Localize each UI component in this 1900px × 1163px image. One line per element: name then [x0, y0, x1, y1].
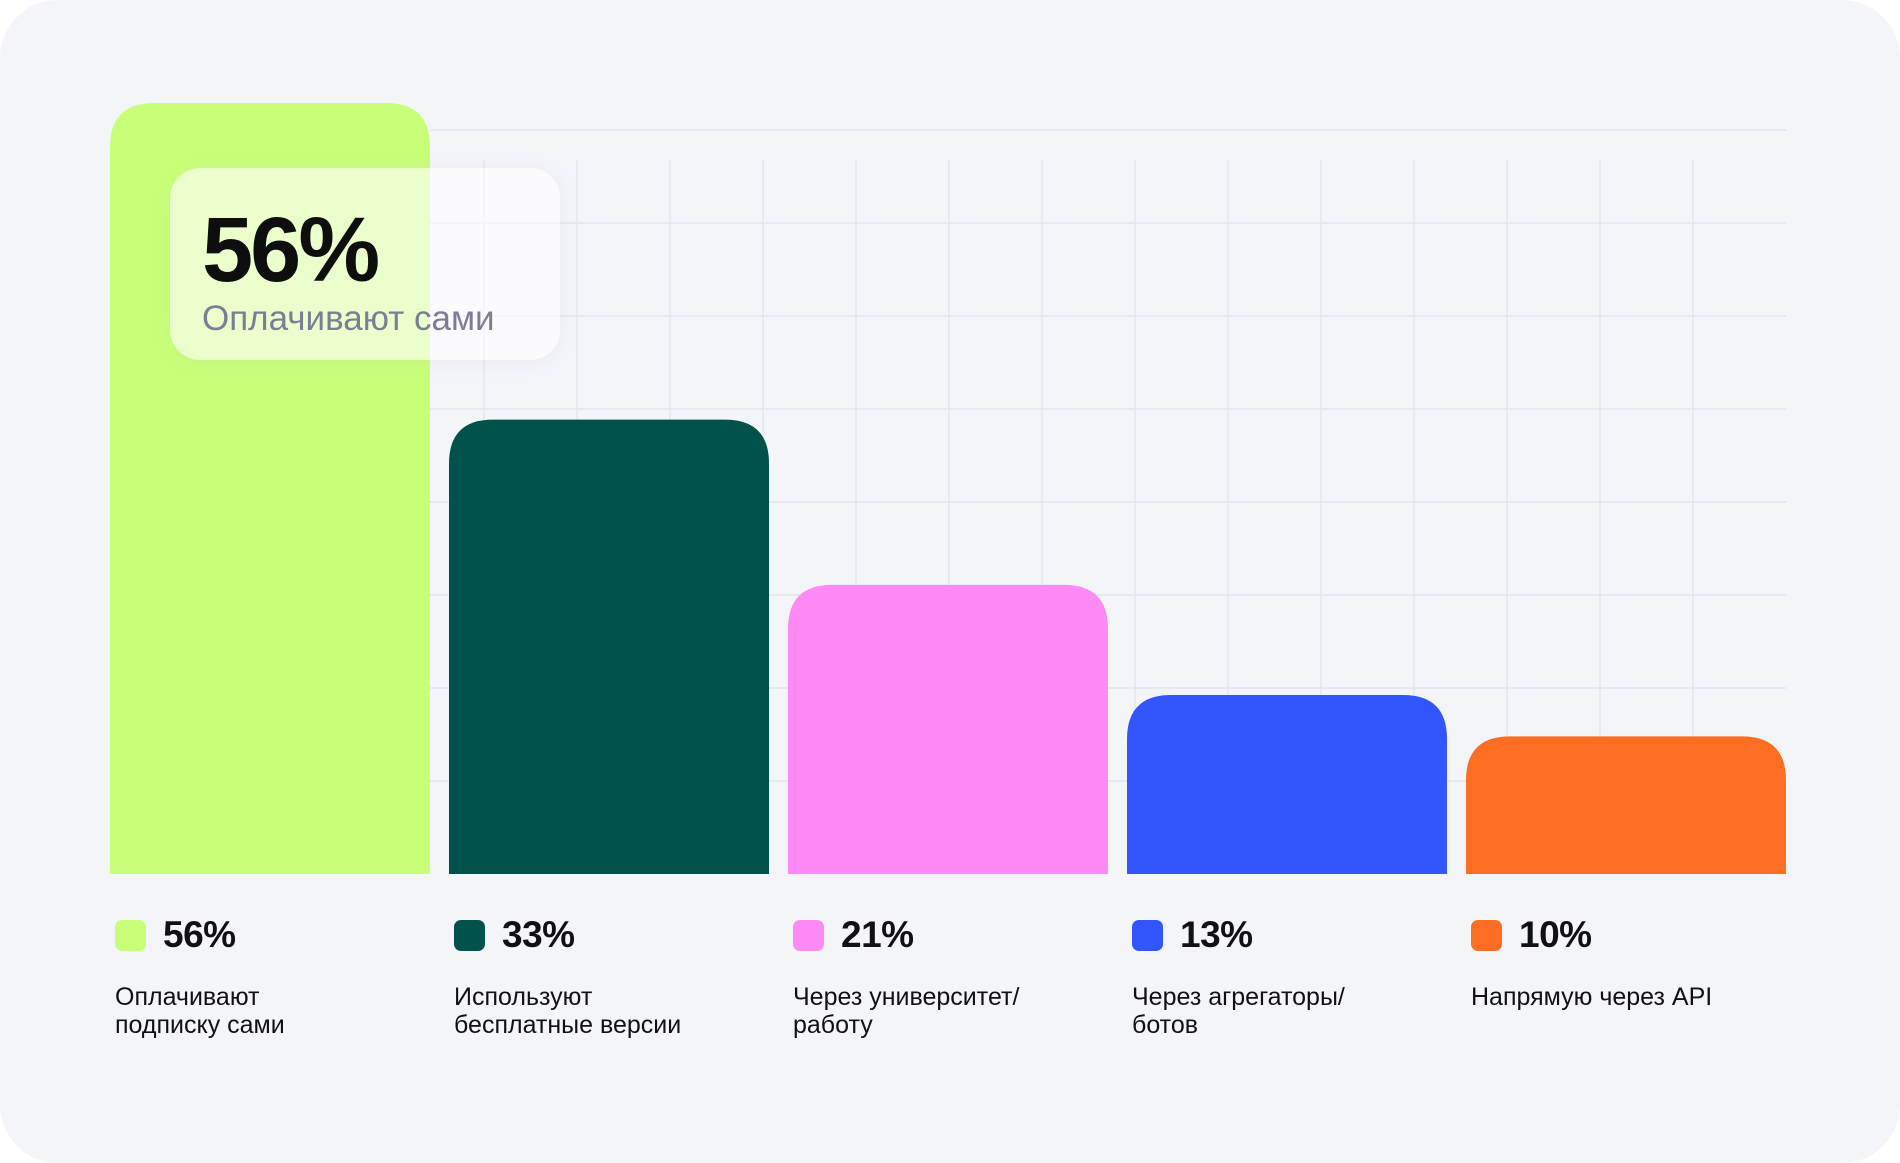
bar-5: [1466, 736, 1786, 874]
bar-4: [1127, 695, 1447, 874]
legend-item-5: 10% Напрямую через API: [1471, 914, 1801, 1011]
legend-swatch: [1471, 919, 1502, 951]
legend-label: Через университет/ работу: [793, 983, 1020, 1039]
legend-swatch: [115, 919, 146, 951]
legend-item-1: 56% Оплачивают подписку сами: [115, 914, 445, 1039]
legend-label: Используют бесплатные версии: [454, 983, 682, 1039]
legend-value: 56%: [163, 914, 236, 955]
callout-value: 56%: [202, 199, 380, 301]
legend-swatch: [793, 919, 824, 951]
legend-label: Через агрегаторы/ ботов: [1132, 983, 1345, 1039]
legend-item-3: 21% Через университет/ работу: [793, 914, 1123, 1039]
callout-label: Оплачивают сами: [202, 299, 495, 338]
highlight-callout: 56% Оплачивают сами: [170, 168, 560, 360]
legend-label: Оплачивают подписку сами: [115, 983, 285, 1039]
legend-value: 10%: [1519, 914, 1592, 955]
legend-value: 33%: [502, 914, 575, 955]
bar-2: [449, 419, 769, 874]
legend-swatch: [1132, 919, 1163, 951]
bar-3: [788, 584, 1108, 874]
legend-label: Напрямую через API: [1471, 983, 1713, 1011]
legend-item-2: 33% Используют бесплатные версии: [454, 914, 784, 1039]
legend-swatch: [454, 919, 485, 951]
legend-value: 13%: [1180, 914, 1253, 955]
legend-item-4: 13% Через агрегаторы/ ботов: [1132, 914, 1462, 1039]
legend-value: 21%: [841, 914, 914, 955]
